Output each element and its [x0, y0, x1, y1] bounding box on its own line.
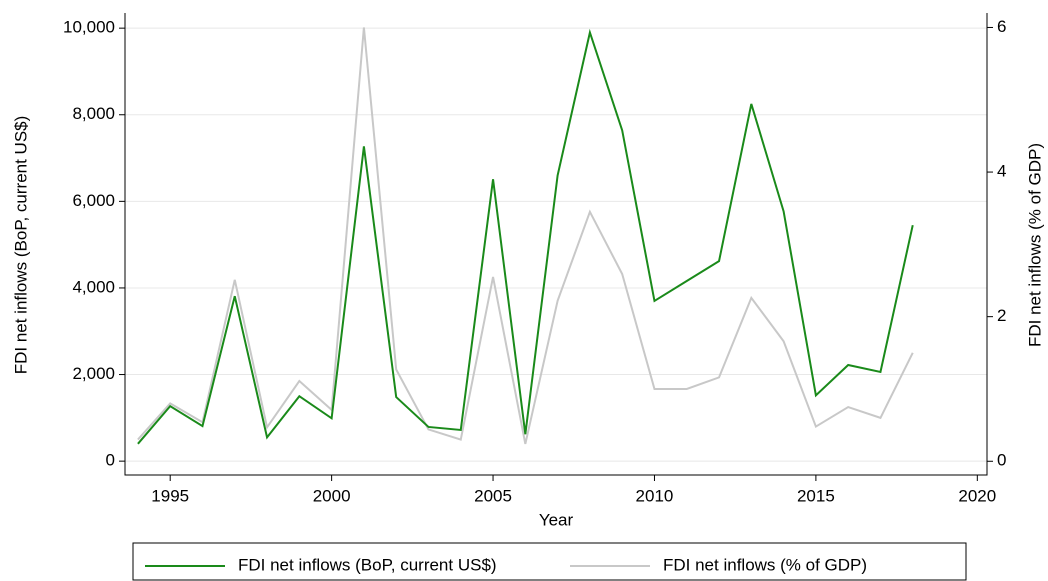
y-tick-label: 10,000 [63, 18, 115, 37]
y-tick-label: 2,000 [72, 364, 115, 383]
legend-box [132, 542, 967, 581]
series-line [137, 27, 914, 445]
x-tick-label: 2015 [797, 486, 835, 505]
y-tick-label: 8,000 [72, 104, 115, 123]
y2-tick-label: 2 [997, 306, 1006, 325]
y2-tick-label: 6 [997, 17, 1006, 36]
y2-axis-label: FDI net inflows (% of GDP) [1025, 143, 1044, 347]
axis-frame [124, 13, 988, 476]
y-tick-label: 6,000 [72, 191, 115, 210]
x-tick-label: 2000 [313, 486, 351, 505]
x-tick-label: 2005 [474, 486, 512, 505]
y2-tick-label: 0 [997, 451, 1006, 470]
x-axis-label: Year [539, 510, 574, 529]
x-tick-label: 2010 [636, 486, 674, 505]
x-tick-label: 1995 [151, 486, 189, 505]
x-tick-label: 2020 [958, 486, 996, 505]
y-axis-label: FDI net inflows (BoP, current US$) [11, 116, 30, 375]
y2-tick-label: 4 [997, 162, 1006, 181]
series-line [137, 28, 914, 445]
legend-label: FDI net inflows (% of GDP) [663, 555, 867, 574]
y-tick-label: 0 [106, 451, 115, 470]
y-tick-label: 4,000 [72, 277, 115, 296]
legend-label: FDI net inflows (BoP, current US$) [238, 555, 497, 574]
